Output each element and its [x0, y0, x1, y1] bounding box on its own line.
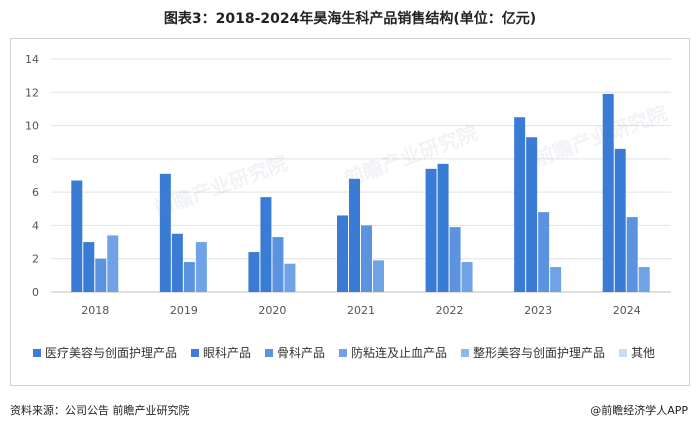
- bar: [83, 242, 95, 292]
- y-tick-label: 0: [32, 286, 39, 299]
- chart-title: 图表3：2018-2024年昊海生科产品销售结构(单位：亿元): [163, 11, 537, 27]
- legend-label: 其他: [631, 346, 655, 360]
- bar: [284, 263, 296, 292]
- legend-label: 眼科产品: [203, 346, 251, 360]
- bar: [614, 148, 626, 292]
- bar: [638, 267, 650, 292]
- legend-swatch: [33, 349, 41, 357]
- legend-swatch: [191, 349, 199, 357]
- brand-label: @前瞻经济学人APP: [590, 404, 688, 417]
- bar: [248, 252, 260, 292]
- bar: [183, 262, 195, 292]
- bar: [349, 178, 360, 292]
- bar: [514, 117, 526, 292]
- y-tick-label: 8: [32, 153, 39, 166]
- x-tick-label: 2019: [170, 304, 198, 317]
- bar: [260, 197, 272, 292]
- bars: [71, 93, 650, 292]
- bar: [425, 168, 437, 292]
- y-tick-label: 2: [32, 253, 39, 266]
- bar: [538, 212, 550, 292]
- x-tick-label: 2021: [347, 304, 375, 317]
- x-tick-label: 2023: [524, 304, 552, 317]
- y-tick-label: 10: [25, 120, 39, 133]
- legend: 医疗美容与创面护理产品 眼科产品 骨科产品 防粘连及止血产品 整形美容与创面护理产品 其他: [33, 345, 655, 360]
- legend-swatch: [619, 349, 627, 357]
- source-note: 资料来源：公司公告 前瞻产业研究院: [10, 404, 190, 417]
- bar: [195, 242, 207, 292]
- legend-label: 骨科产品: [277, 346, 325, 360]
- legend-label: 医疗美容与创面护理产品: [45, 345, 177, 360]
- bar: [550, 267, 562, 292]
- bar: [526, 137, 538, 292]
- legend-swatch: [265, 349, 273, 357]
- chart-frame: 0 2 4 6 8 10 12 14 2018 2019 2020 2021 2022 2023 2024…: [10, 38, 690, 386]
- y-tick-label: 6: [32, 186, 39, 199]
- bar: [437, 163, 449, 292]
- legend-swatch: [339, 349, 347, 357]
- legend-label: 防粘连及止血产品: [351, 345, 447, 360]
- bar: [107, 235, 119, 292]
- bar: [449, 227, 461, 292]
- legend-label: 整形美容与创面护理产品: [473, 345, 605, 360]
- bar: [272, 237, 284, 292]
- legend-swatch: [461, 349, 469, 357]
- x-axis: 2018 2019 2020 2021 2022 2023 2024: [81, 304, 640, 317]
- y-axis: 0 2 4 6 8 10 12 14: [25, 53, 39, 299]
- bar: [361, 225, 372, 292]
- bar: [337, 215, 348, 292]
- bar: [626, 217, 638, 292]
- bar: [95, 258, 107, 292]
- bar: [71, 180, 83, 292]
- x-tick-label: 2020: [258, 304, 286, 317]
- bar: [373, 260, 384, 292]
- bar: [159, 173, 171, 292]
- bar-chart: 0 2 4 6 8 10 12 14 2018 2019 2020 2021 2022 2023 2024…: [25, 53, 671, 360]
- bar: [461, 262, 473, 292]
- x-tick-label: 2022: [436, 304, 464, 317]
- x-tick-label: 2018: [81, 304, 109, 317]
- y-tick-label: 12: [25, 86, 39, 99]
- y-tick-label: 14: [25, 53, 39, 66]
- y-tick-label: 4: [32, 219, 39, 232]
- x-tick-label: 2024: [613, 304, 641, 317]
- bar: [602, 93, 614, 292]
- bar: [171, 233, 183, 292]
